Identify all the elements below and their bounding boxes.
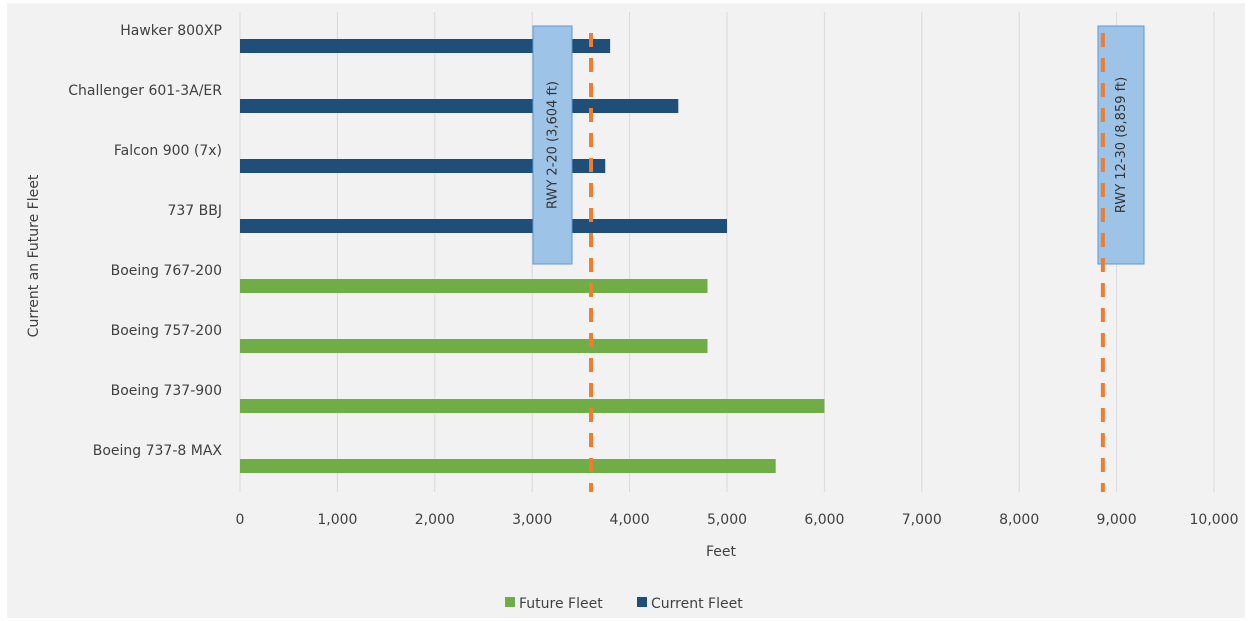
bar-future-fleet	[240, 459, 776, 473]
runway-label-box	[1097, 25, 1145, 265]
x-tick-label: 7,000	[902, 512, 942, 528]
y-axis-title: Current an Future Fleet	[26, 174, 42, 337]
x-tick-label: 4,000	[610, 512, 650, 528]
legend-label-future-fleet: Future Fleet	[519, 596, 603, 612]
runway-label-box	[532, 25, 573, 265]
legend-swatch-future-fleet	[505, 597, 515, 607]
x-tick-label: 10,000	[1190, 512, 1239, 528]
legend: Future Fleet Current Fleet	[505, 596, 743, 612]
x-tick-label: 3,000	[512, 512, 552, 528]
bar-current-fleet	[240, 99, 679, 113]
x-tick-label: 0	[236, 512, 245, 528]
category-labels: Hawker 800XP Challenger 601-3A/ER Falcon 9…	[68, 23, 222, 459]
bar-current-fleet	[240, 219, 727, 233]
category-label: Falcon 900 (7x)	[114, 143, 222, 159]
gridlines	[239, 12, 1215, 492]
legend-swatch-current-fleet	[637, 597, 647, 607]
x-tick-labels: 0 1,000 2,000 3,000 4,000 5,000 6,000 7,000 8,00…	[236, 512, 1239, 528]
category-label: Hawker 800XP	[120, 23, 222, 39]
category-label: Boeing 757-200	[111, 323, 222, 339]
bar-current-fleet	[240, 159, 606, 173]
x-tick-label: 5,000	[707, 512, 747, 528]
bar-current-fleet	[240, 39, 611, 53]
legend-label-current-fleet: Current Fleet	[651, 596, 743, 612]
x-tick-label: 9,000	[1097, 512, 1137, 528]
x-tick-label: 1,000	[317, 512, 357, 528]
bar-future-fleet	[240, 279, 708, 293]
category-label: 737 BBJ	[167, 203, 222, 219]
runway-label: RWY 12-30 (8,859 ft)	[1114, 77, 1129, 213]
runway-label: RWY 2-20 (3,604 ft)	[546, 81, 561, 209]
bar-future-fleet	[240, 339, 708, 353]
runway-reference-lines: RWY 2-20 (3,604 ft) RWY 12-30 (8,859 ft)	[532, 25, 1145, 492]
x-tick-label: 8,000	[999, 512, 1039, 528]
bar-future-fleet	[240, 399, 825, 413]
category-label: Boeing 767-200	[111, 263, 222, 279]
category-label: Boeing 737-8 MAX	[93, 443, 223, 459]
x-axis-title: Feet	[706, 544, 737, 560]
x-tick-label: 6,000	[804, 512, 844, 528]
category-label: Challenger 601-3A/ER	[68, 83, 222, 99]
x-tick-label: 2,000	[415, 512, 455, 528]
category-label: Boeing 737-900	[111, 383, 222, 399]
